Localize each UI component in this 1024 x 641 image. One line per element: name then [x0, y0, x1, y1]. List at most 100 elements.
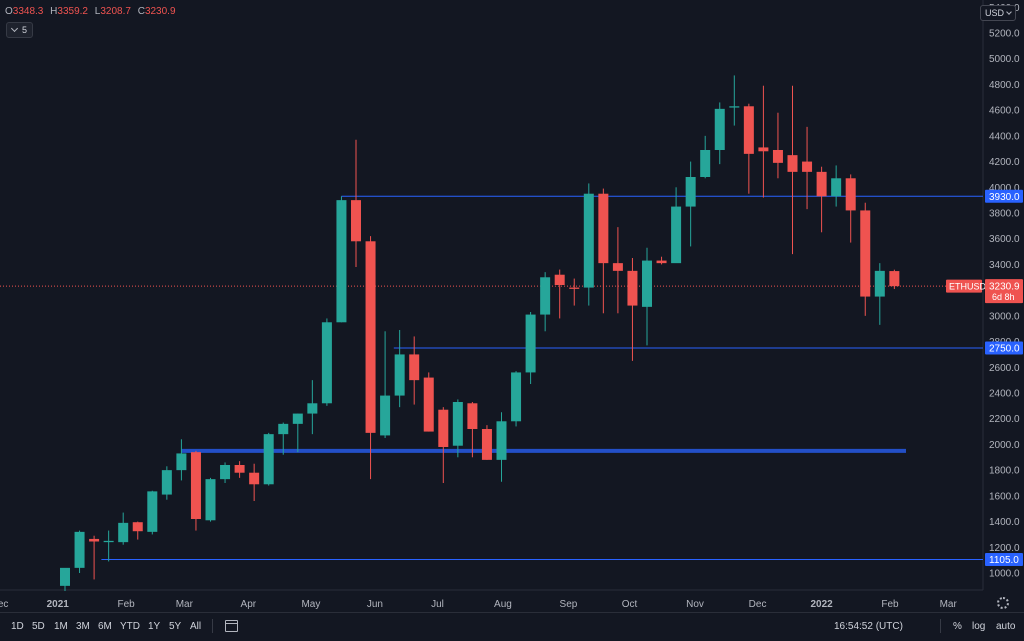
- candle-body: [205, 479, 216, 521]
- candle-body: [540, 277, 551, 315]
- candle-body: [758, 147, 769, 152]
- candle-body: [147, 491, 158, 532]
- candle-body: [700, 150, 711, 177]
- log-toggle[interactable]: log: [972, 621, 986, 632]
- price-tick-label: 4000.0: [989, 183, 1020, 194]
- candle-body: [612, 263, 623, 271]
- price-tick-label: 5200.0: [989, 29, 1020, 40]
- candle-body: [190, 452, 201, 519]
- price-tick-label: 1000.0: [989, 569, 1020, 580]
- chevron-down-icon: [10, 24, 19, 33]
- candle-body: [220, 465, 231, 480]
- candle-body: [656, 260, 667, 264]
- time-tick-label: Feb: [881, 599, 899, 610]
- last-price-label: 3230.9: [989, 282, 1020, 293]
- timeframe-ytd[interactable]: YTD: [120, 621, 140, 632]
- time-tick-label: Aug: [494, 599, 512, 610]
- price-tick-label: 1800.0: [989, 466, 1020, 477]
- timeframe-1y[interactable]: 1Y: [148, 621, 161, 632]
- candle-body: [496, 421, 507, 460]
- price-tick-label: 4800.0: [989, 80, 1020, 91]
- candle-body: [889, 271, 900, 287]
- candle-body: [452, 402, 463, 446]
- price-tick-label: 3600.0: [989, 234, 1020, 245]
- candle-body: [321, 322, 332, 404]
- candle-body: [307, 403, 318, 414]
- timeframe-6m[interactable]: 6M: [98, 621, 112, 632]
- timeframe-1m[interactable]: 1M: [54, 621, 68, 632]
- level-price-label: 2750.0: [989, 344, 1020, 355]
- candle-body: [583, 193, 594, 288]
- candle-body: [132, 522, 143, 532]
- timeframe-5y[interactable]: 5Y: [169, 621, 182, 632]
- timeframe-3m[interactable]: 3M: [76, 621, 90, 632]
- currency-label: USD: [984, 8, 1004, 18]
- price-tick-label: 4200.0: [989, 157, 1020, 168]
- currency-button[interactable]: USD: [979, 5, 1016, 21]
- chevron-down-icon: [1006, 9, 1012, 15]
- candle-body: [249, 472, 260, 485]
- price-tick-label: 3400.0: [989, 260, 1020, 271]
- last-price-tag: [985, 279, 1023, 304]
- time-tick-label: Dec: [749, 599, 767, 610]
- calendar-icon[interactable]: [225, 620, 238, 632]
- timeframe-5d[interactable]: 5D: [32, 621, 45, 632]
- high-label: H: [50, 6, 58, 17]
- open-label: O: [5, 6, 13, 17]
- symbol-tag-label: ETHUSD: [949, 282, 987, 292]
- candle-body: [598, 193, 609, 264]
- level-price-label: 3930.0: [989, 192, 1020, 203]
- candle-body: [409, 354, 420, 381]
- candle-body: [74, 531, 85, 568]
- candle-body: [816, 171, 827, 197]
- gear-icon[interactable]: [997, 597, 1009, 609]
- candle-body: [278, 423, 289, 435]
- candle-body: [263, 434, 274, 485]
- high-value: 3359.2: [57, 6, 88, 17]
- time-tick-label: Mar: [176, 599, 194, 610]
- time-tick-label: Mar: [940, 599, 958, 610]
- timeframe-1d[interactable]: 1D: [11, 621, 24, 632]
- utc-clock[interactable]: 16:54:52 (UTC): [834, 621, 903, 632]
- time-tick-label: Nov: [686, 599, 704, 610]
- time-tick-label: Jun: [367, 599, 383, 610]
- price-tick-label: 5000.0: [989, 54, 1020, 65]
- candle-body: [234, 465, 245, 473]
- price-tick-label: 2400.0: [989, 389, 1020, 400]
- price-tick-label: 2600.0: [989, 363, 1020, 374]
- candle-body: [118, 522, 129, 543]
- auto-toggle[interactable]: auto: [996, 621, 1016, 632]
- candle-body: [642, 260, 652, 307]
- toolbar-divider: [212, 619, 213, 633]
- candle-body: [176, 453, 187, 471]
- ohlc-legend: O3348.3 H3359.2 L3208.7 C3230.9: [5, 6, 180, 17]
- close-value: 3230.9: [144, 6, 176, 17]
- candle-body: [336, 200, 347, 323]
- candle-body: [714, 108, 725, 150]
- indicators-toggle-button[interactable]: 5: [6, 22, 34, 38]
- symbol-tag: [946, 279, 982, 293]
- candle-body: [743, 106, 754, 154]
- price-tick-label: 3800.0: [989, 209, 1020, 220]
- level-price-tag: [985, 553, 1023, 566]
- candle-body: [351, 200, 361, 242]
- price-tick-label: 4400.0: [989, 131, 1020, 142]
- level-price-tag: [985, 341, 1023, 355]
- percent-toggle[interactable]: %: [953, 621, 962, 632]
- candle-body: [511, 372, 522, 422]
- candle-body: [845, 178, 856, 211]
- open-value: 3348.3: [12, 6, 44, 17]
- candle-body: [729, 106, 740, 108]
- price-tick-label: 1200.0: [989, 543, 1020, 554]
- candle-body: [467, 403, 478, 429]
- candle-body: [787, 155, 798, 172]
- time-tick-label: Apr: [241, 599, 257, 610]
- low-value: 3208.7: [100, 6, 131, 17]
- timeframe-all[interactable]: All: [190, 621, 202, 632]
- candle-body: [860, 210, 871, 297]
- candle-body: [60, 567, 70, 586]
- time-tick-label: Feb: [117, 599, 135, 610]
- candle-body: [394, 354, 405, 396]
